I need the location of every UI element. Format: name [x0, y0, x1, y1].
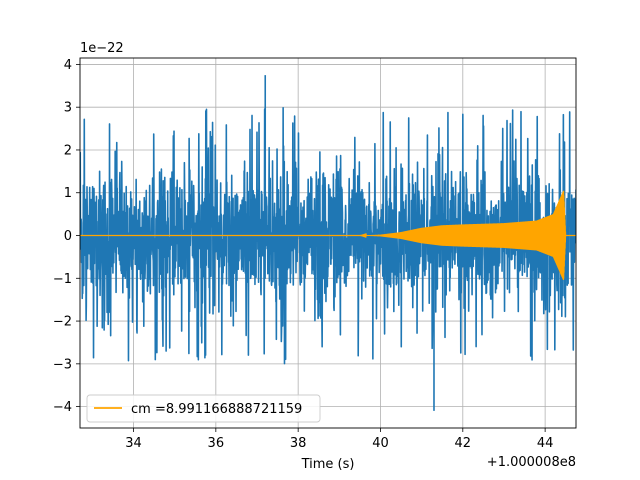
x-tick-label: 40 — [372, 436, 389, 451]
x-axis-label: Time (s) — [301, 457, 355, 472]
chirp-series-line — [80, 190, 576, 281]
y-tick-label: 2 — [64, 143, 72, 158]
legend-label-chirp: cm =8.991166888721159 — [131, 402, 302, 417]
y-tick-label: 1 — [64, 186, 72, 201]
plot-area — [80, 75, 576, 411]
x-offset-label: +1.000008e8 — [487, 455, 576, 470]
y-axis: −4 −3 −2 −1 0 1 2 3 4 — [53, 58, 80, 415]
y-tick-label: −3 — [53, 357, 72, 372]
x-tick-label: 44 — [537, 436, 554, 451]
x-axis: 34 36 38 40 42 44 — [125, 428, 553, 451]
legend-box — [86, 394, 321, 423]
y-tick-label: 4 — [64, 58, 72, 73]
x-tick-label: 34 — [125, 436, 142, 451]
y-tick-label: 0 — [64, 229, 72, 244]
x-tick-label: 38 — [290, 436, 307, 451]
y-tick-label: −2 — [53, 315, 72, 330]
y-tick-label: −4 — [53, 400, 72, 415]
x-tick-label: 42 — [455, 436, 472, 451]
legend: cm =8.991166888721159 — [86, 394, 321, 423]
y-scale-label: 1e−22 — [80, 41, 124, 56]
axes-frame — [79, 57, 577, 429]
y-tick-label: −1 — [53, 272, 72, 287]
y-tick-label: 3 — [64, 101, 72, 116]
x-tick-label: 36 — [208, 436, 225, 451]
